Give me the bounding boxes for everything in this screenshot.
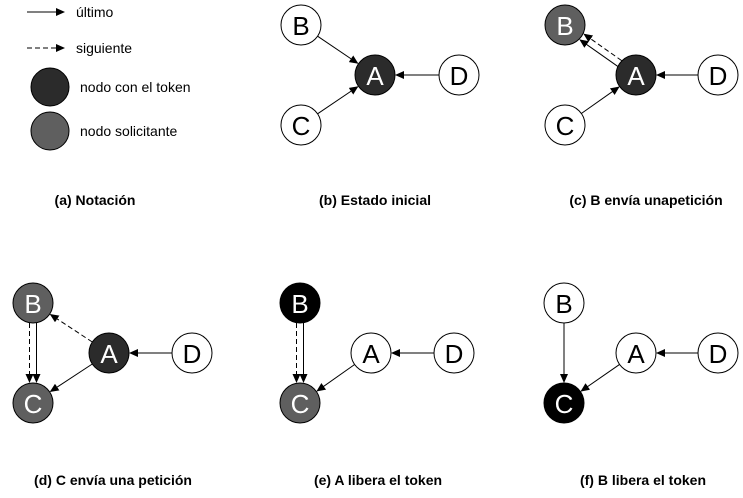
node-a: A xyxy=(615,332,657,374)
node-d: D xyxy=(438,54,480,96)
node-a: A xyxy=(615,54,657,96)
node-c: C xyxy=(280,104,322,146)
node-label: C xyxy=(292,111,311,141)
node-circle xyxy=(171,332,213,374)
legend-next-label: siguiente xyxy=(76,40,132,56)
node-c: C xyxy=(544,104,586,146)
node-b: B xyxy=(279,282,321,324)
node-circle xyxy=(615,332,657,374)
node-label: C xyxy=(555,389,574,419)
node-label: C xyxy=(291,389,310,419)
node-circle xyxy=(12,382,54,424)
node-circle xyxy=(280,104,322,146)
panel-f: B A C D xyxy=(543,282,739,424)
node-circle xyxy=(544,104,586,146)
node-label: B xyxy=(292,11,309,41)
node-label: D xyxy=(709,61,728,91)
node-circle xyxy=(350,332,392,374)
node-a: A xyxy=(354,54,396,96)
node-label: C xyxy=(24,389,43,419)
panel-c: B A C D xyxy=(544,4,739,146)
node-label: A xyxy=(100,339,118,369)
node-label: C xyxy=(556,111,575,141)
node-label: B xyxy=(556,11,573,41)
node-label: D xyxy=(445,339,464,369)
node-circle xyxy=(697,54,739,96)
node-circle xyxy=(438,54,480,96)
node-circle xyxy=(544,4,586,46)
node-a: A xyxy=(88,332,130,374)
node-label: A xyxy=(627,61,645,91)
legend-requesting-label: nodo solicitante xyxy=(80,123,178,139)
edge-next-a-to-b xyxy=(49,313,93,343)
panel-b: B A C D xyxy=(280,4,480,146)
panel-e: B A C D xyxy=(279,282,475,424)
node-d: D xyxy=(171,332,213,374)
node-circle xyxy=(88,332,130,374)
edge-next-a-to-b xyxy=(583,33,622,62)
node-circle xyxy=(615,54,657,96)
node-circle xyxy=(543,282,585,324)
legend-token-label: nodo con el token xyxy=(80,79,191,95)
graph-panels: B A C D B A C D B A C D B A C D B A C D xyxy=(12,4,739,424)
caption-panel-a: (a) Notación xyxy=(55,192,136,208)
node-label: B xyxy=(555,289,572,319)
legend-last-label: último xyxy=(76,4,114,20)
node-circle xyxy=(697,332,739,374)
node-label: A xyxy=(366,61,384,91)
node-label: A xyxy=(362,339,380,369)
edge-last-a-to-c xyxy=(580,363,620,392)
node-label: B xyxy=(291,289,308,319)
node-circle xyxy=(354,54,396,96)
node-b: B xyxy=(543,282,585,324)
node-label: A xyxy=(627,339,645,369)
caption-panel-c: (c) B envía unapetición xyxy=(569,192,722,208)
node-b: B xyxy=(280,4,322,46)
edge-last-c-to-a xyxy=(581,86,620,114)
node-label: D xyxy=(709,339,728,369)
node-circle xyxy=(543,382,585,424)
legend-requesting-swatch xyxy=(30,111,70,151)
node-b: B xyxy=(12,282,54,324)
node-label: D xyxy=(183,339,202,369)
caption-panel-f: (f) B libera el token xyxy=(580,472,706,488)
legend: último siguiente nodo con el token nodo … xyxy=(27,4,191,151)
node-circle xyxy=(280,4,322,46)
node-circle xyxy=(279,282,321,324)
edge-last-a-to-c xyxy=(49,363,93,393)
edge-last-a-to-b xyxy=(579,39,618,67)
node-circle xyxy=(433,332,475,374)
node-circle xyxy=(12,282,54,324)
node-circle xyxy=(279,382,321,424)
caption-panel-e: (e) A libera el token xyxy=(314,472,442,488)
node-label: D xyxy=(450,61,469,91)
edge-last-a-to-c xyxy=(316,364,355,392)
node-d: D xyxy=(433,332,475,374)
legend-token-swatch xyxy=(30,67,70,107)
node-b: B xyxy=(544,4,586,46)
node-c: C xyxy=(279,382,321,424)
panel-d: B A C D xyxy=(12,282,213,424)
node-label: B xyxy=(24,289,41,319)
edge-last-c-to-a xyxy=(317,86,359,115)
edge-last-b-to-a xyxy=(317,35,359,64)
caption-panel-d: (d) C envía una petición xyxy=(34,472,192,488)
node-d: D xyxy=(697,54,739,96)
node-c: C xyxy=(12,382,54,424)
node-a: A xyxy=(350,332,392,374)
node-c: C xyxy=(543,382,585,424)
node-d: D xyxy=(697,332,739,374)
caption-panel-b: (b) Estado inicial xyxy=(319,192,431,208)
